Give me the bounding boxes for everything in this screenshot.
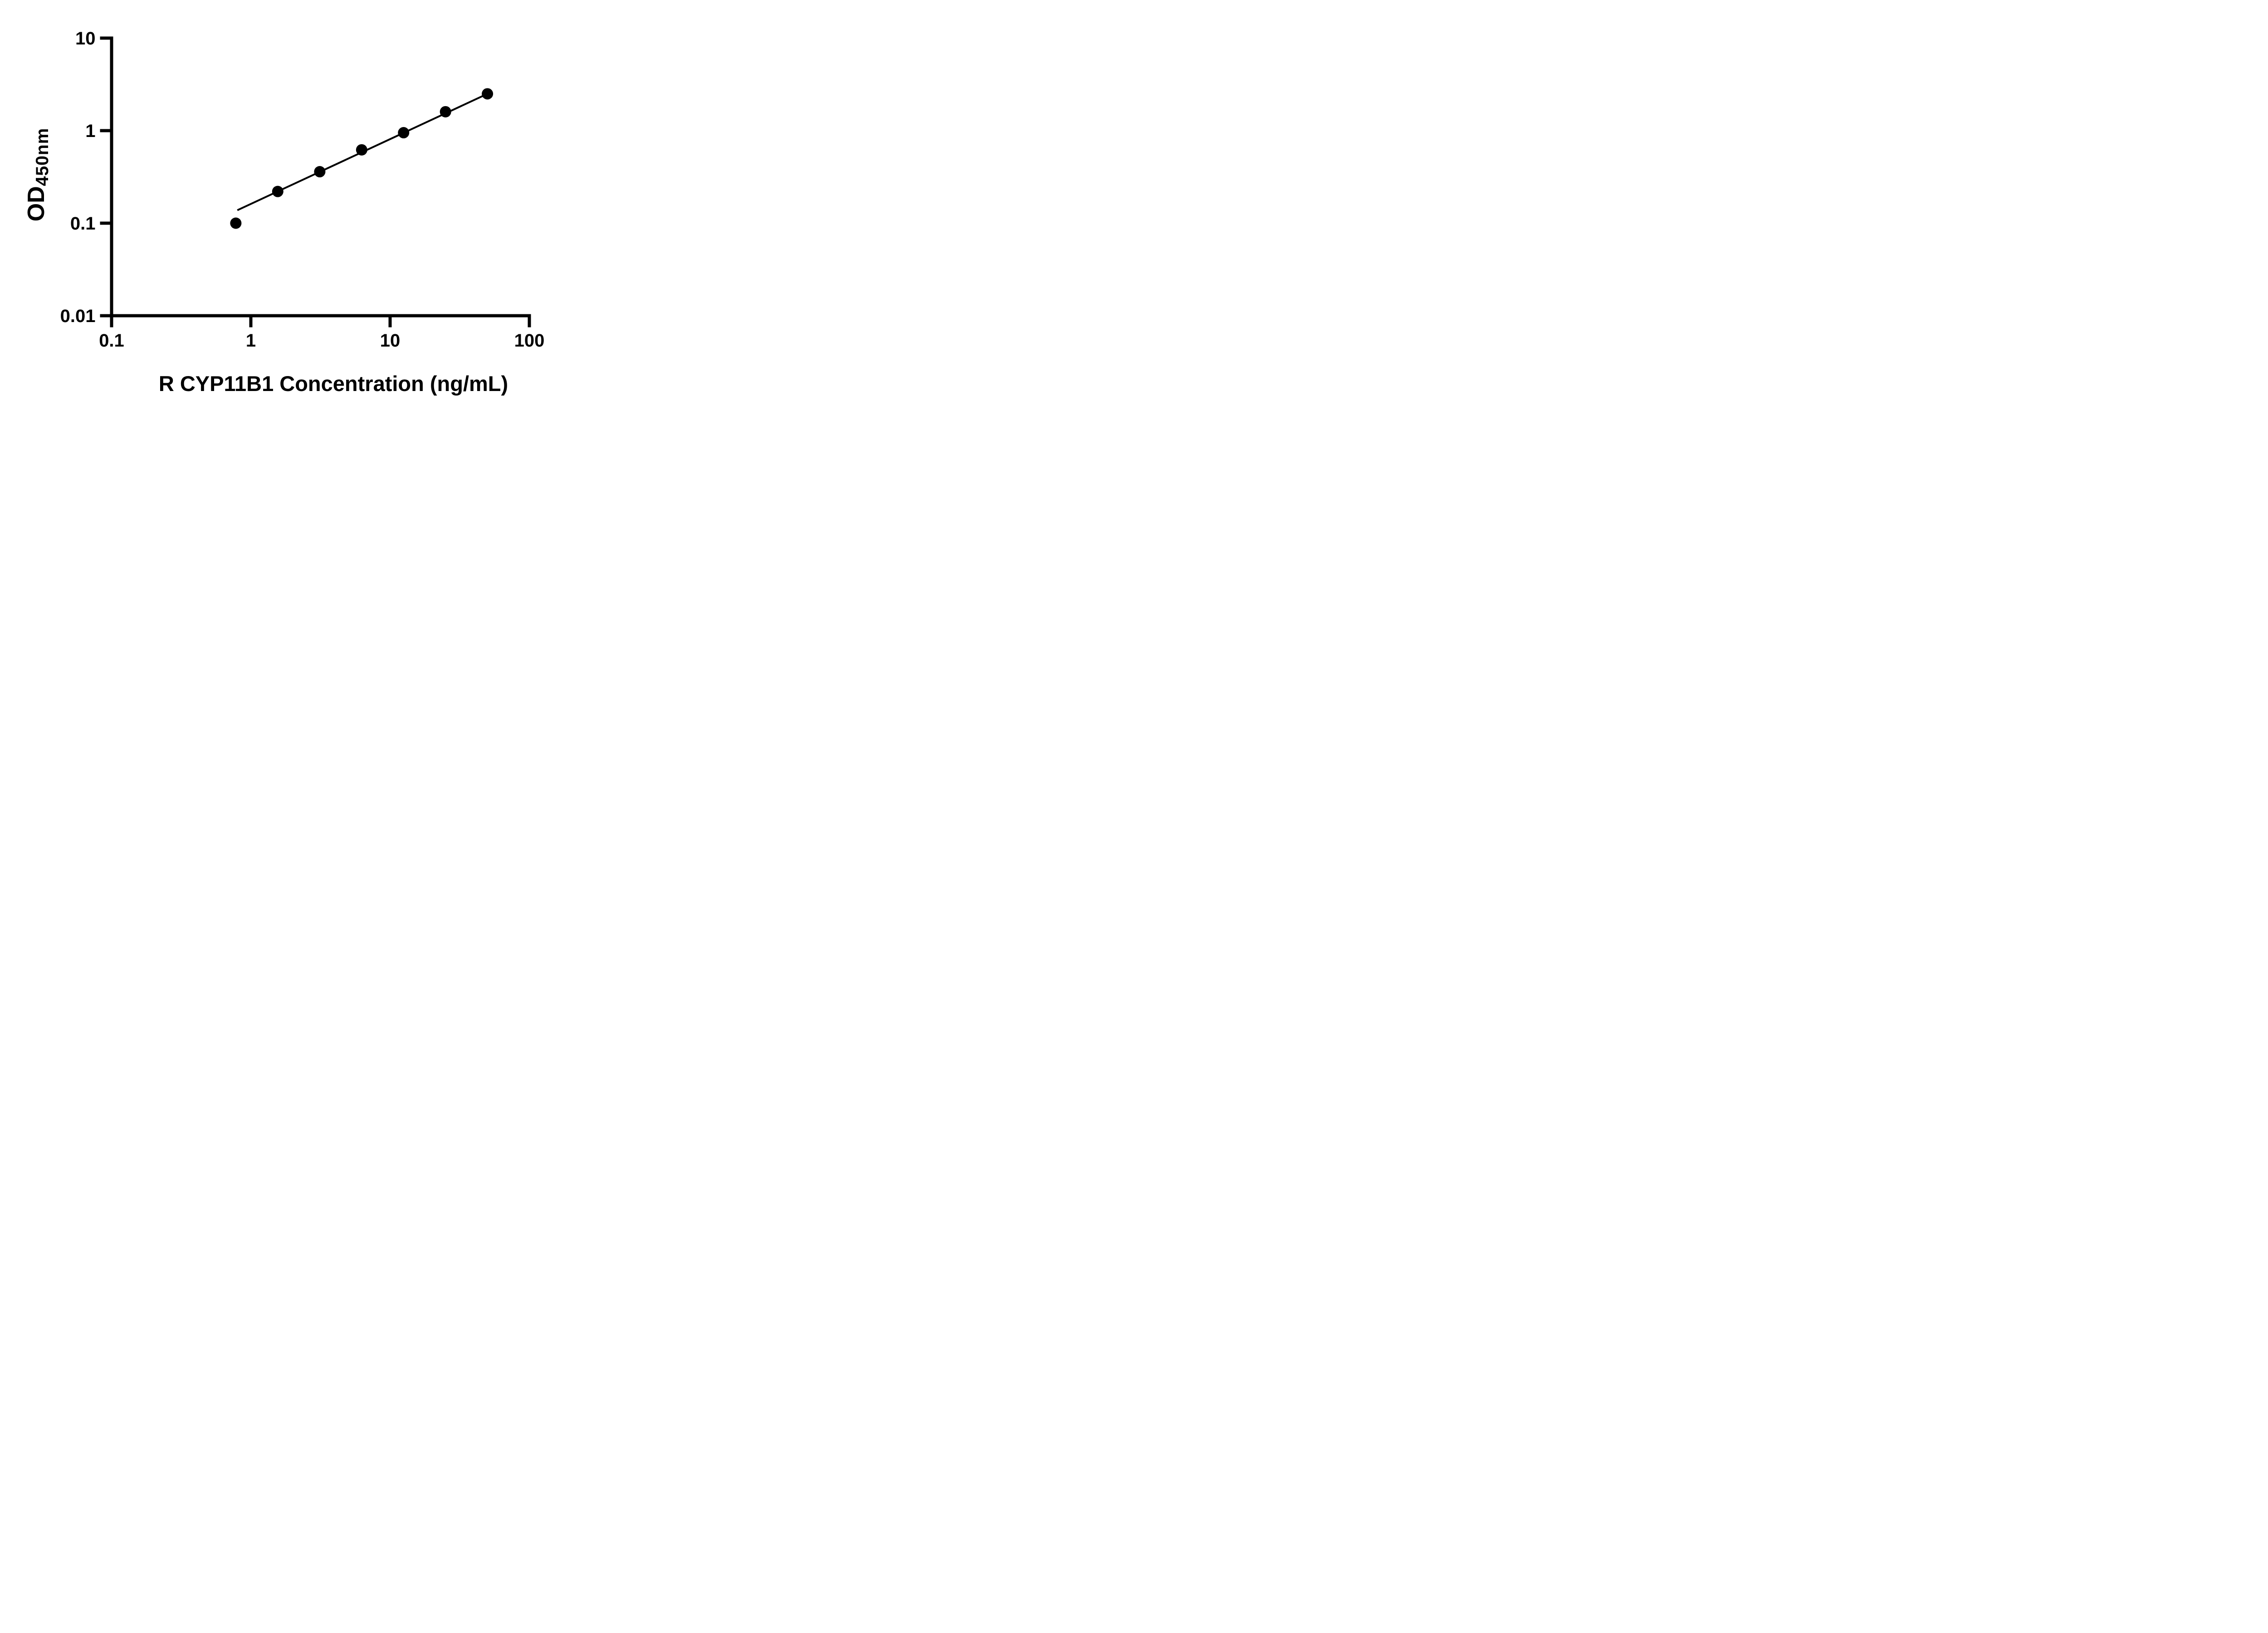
x-tick-label: 0.1	[99, 331, 124, 351]
data-point	[230, 217, 242, 229]
x-tick-label: 100	[514, 331, 545, 351]
y-tick-label: 1	[85, 121, 95, 141]
y-tick-label: 0.1	[70, 214, 96, 234]
y-tick-label: 0.01	[60, 306, 96, 326]
data-point	[356, 144, 367, 156]
x-tick-label: 10	[380, 331, 401, 351]
x-tick-label: 1	[246, 331, 256, 351]
y-tick-label: 10	[75, 29, 96, 49]
data-point	[398, 127, 410, 139]
data-point	[482, 88, 494, 100]
data-point	[314, 166, 326, 178]
y-axis-title-subscript: 450nm	[33, 127, 52, 186]
data-point	[272, 186, 284, 197]
y-axis-title-main: OD	[23, 186, 49, 222]
x-axis-title: R CYP11B1 Concentration (ng/mL)	[158, 372, 508, 396]
standard-curve-figure: 0.1 1 10 100 0.01 0.1 1 10 R CYP11B1 Concentrat…	[0, 0, 583, 408]
y-axis-title: OD450nm	[23, 127, 52, 222]
data-point	[440, 106, 451, 117]
